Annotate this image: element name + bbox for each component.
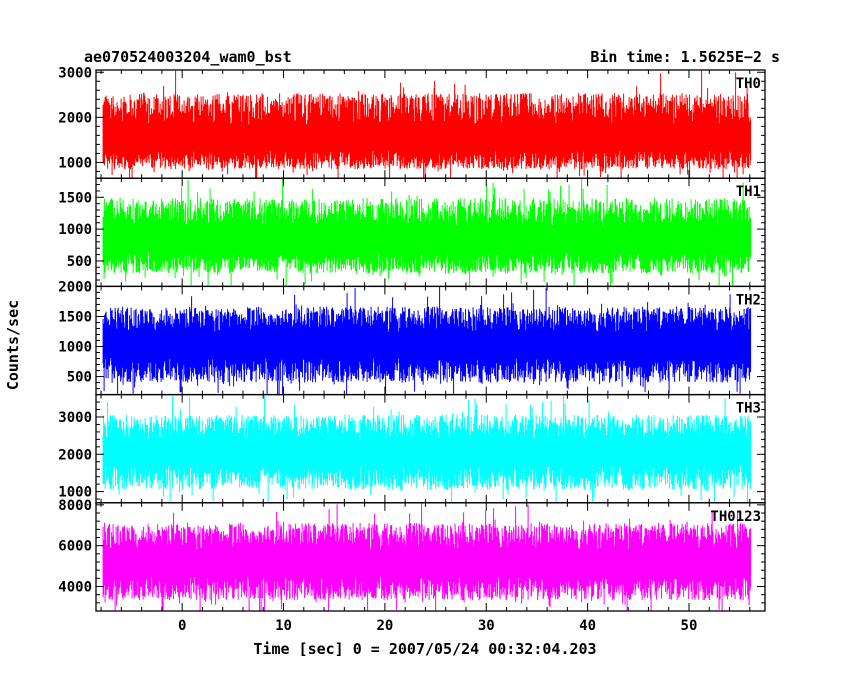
x-tick-label: 10	[275, 618, 292, 634]
panel-th0: 1000 2000 3000 TH0	[58, 65, 766, 179]
series-th2	[102, 286, 752, 395]
series-th0123	[102, 502, 752, 611]
series-th1	[102, 178, 752, 287]
panel-label: TH1	[736, 184, 761, 200]
y-tick-label: 4000	[58, 580, 92, 596]
y-tick-label: 500	[67, 254, 92, 270]
y-tick-label: 2000	[58, 447, 92, 463]
y-tick-label: 1500	[58, 190, 92, 206]
y-tick-label: 500	[67, 370, 92, 386]
x-tick-label: 20	[376, 618, 393, 634]
y-tick-label: 1000	[58, 485, 92, 501]
panel-label: TH2	[736, 292, 761, 308]
series-th0	[102, 70, 752, 179]
y-tick-label: 8000	[58, 498, 92, 514]
y-tick-label: 1500	[58, 309, 92, 325]
panel-th2: 500 1000 1500 2000 TH2	[58, 279, 766, 396]
y-tick-label: 1000	[58, 340, 92, 356]
panel-th0123: 4000 6000 8000 TH0123	[58, 498, 766, 612]
panel-label: TH0	[736, 76, 761, 92]
y-tick-label: 2000	[58, 279, 92, 295]
plot-title: ae070524003204_wam0_bst	[84, 48, 292, 66]
panel-frame	[95, 502, 766, 612]
panel-label: TH0123	[710, 509, 761, 525]
panel-th3: 1000 2000 3000 TH3	[58, 393, 766, 504]
x-tick-label: 30	[478, 618, 495, 634]
x-tick-label: 50	[681, 618, 698, 634]
x-tick-label: 0	[178, 618, 186, 634]
y-tick-label: 6000	[58, 539, 92, 555]
y-tick-label: 3000	[58, 410, 92, 426]
y-tick-label: 3000	[58, 65, 92, 81]
y-tick-label: 2000	[58, 110, 92, 126]
x-tick-label: 40	[579, 618, 596, 634]
series-th3	[102, 394, 752, 503]
bin-time-label: Bin time: 1.5625E−2 s	[590, 48, 780, 66]
panel-label: TH3	[736, 401, 761, 417]
y-tick-label: 1000	[58, 155, 92, 171]
y-tick-label: 1000	[58, 222, 92, 238]
y-axis-label: Counts/sec	[4, 300, 22, 390]
x-axis-label: Time [sec] 0 = 2007/05/24 00:32:04.203	[253, 640, 596, 658]
panel-th1: 500 1000 1500 TH1	[58, 177, 766, 288]
